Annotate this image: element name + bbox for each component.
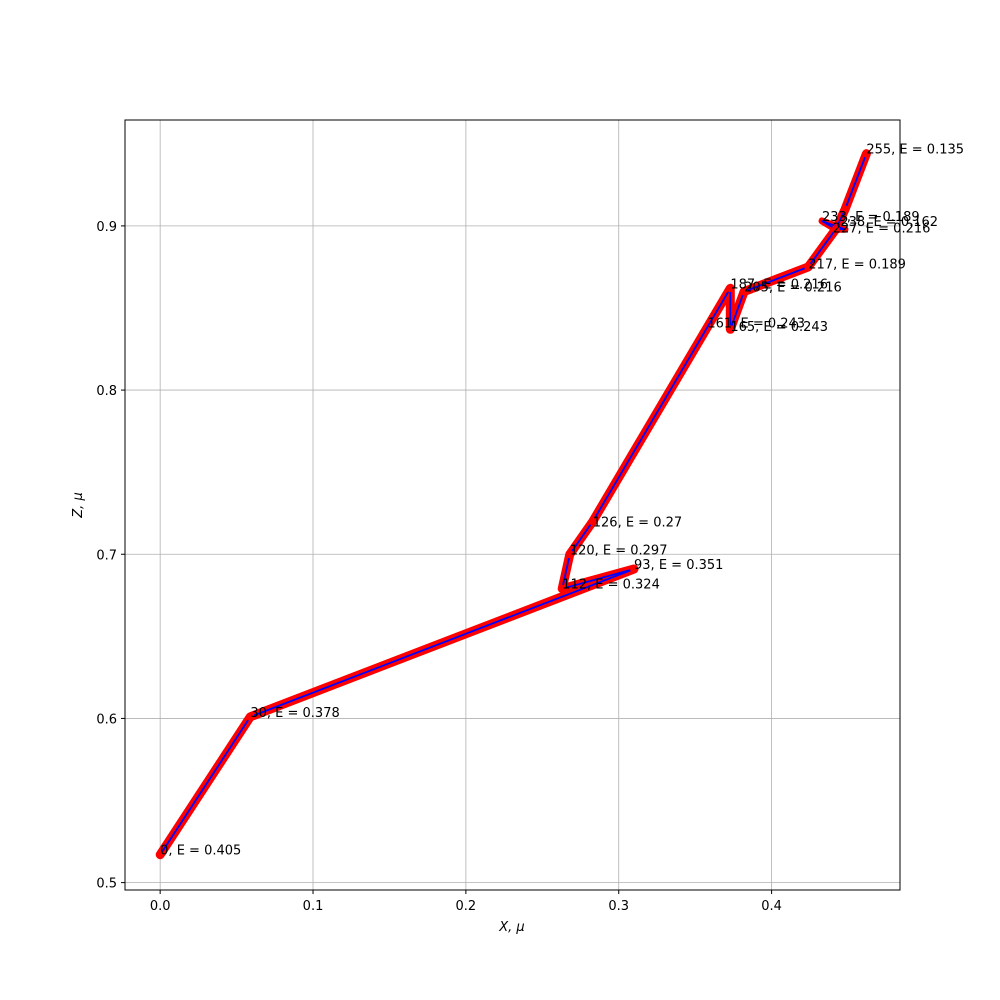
point-annotation: 161, E = 0.243 xyxy=(707,317,805,332)
y-tick-label: 0.6 xyxy=(96,712,117,727)
trajectory-point xyxy=(726,284,735,293)
point-annotation: 165, E = 0.243 xyxy=(730,320,828,335)
trajectory-point xyxy=(565,550,574,559)
trajectory-point xyxy=(156,850,165,859)
point-annotation: 30, E = 0.378 xyxy=(250,706,339,721)
trajectory-point xyxy=(740,287,749,296)
y-tick-label: 0.5 xyxy=(96,877,117,892)
trajectory-point xyxy=(831,225,840,234)
trajectory-point xyxy=(804,262,813,271)
trajectory-point xyxy=(726,325,735,334)
x-tick-label: 0.3 xyxy=(608,899,629,914)
trajectory-point xyxy=(246,712,255,721)
trajectory-series xyxy=(155,149,871,860)
trajectory-point xyxy=(840,205,849,214)
x-tick-label: 0.4 xyxy=(761,899,782,914)
y-tick-label: 0.9 xyxy=(96,220,117,235)
point-annotation: 255, E = 0.135 xyxy=(866,143,964,158)
y-tick-label: 0.7 xyxy=(96,548,117,563)
point-annotation: 187, E = 0.216 xyxy=(730,277,828,292)
point-annotation: 112, E = 0.324 xyxy=(562,578,660,593)
x-tick-label: 0.1 xyxy=(303,899,324,914)
plot-frame xyxy=(124,119,901,891)
trajectory-point xyxy=(588,517,597,526)
y-tick-label: 0.8 xyxy=(96,384,117,399)
x-tick-label: 0.2 xyxy=(456,899,477,914)
point-annotation: 233, E = 0.189 xyxy=(822,210,920,225)
point-annotation: 227, E = 0.216 xyxy=(833,221,931,236)
trajectory-point xyxy=(558,584,567,593)
point-annotation: 120, E = 0.297 xyxy=(570,543,668,558)
y-axis-label: Z, μ xyxy=(71,492,86,518)
point-annotation: 126, E = 0.27 xyxy=(593,515,682,530)
point-annotation: 217, E = 0.189 xyxy=(808,258,906,273)
trajectory-point xyxy=(862,149,871,158)
axis-ticks: 0.0 0.1 0.2 0.3 0.4 0.5 0.6 0.7 0.8 0.9 xyxy=(96,220,782,914)
point-annotation: 93, E = 0.351 xyxy=(634,558,723,573)
point-annotation: 205, E = 0.216 xyxy=(744,281,842,296)
trajectory-point xyxy=(630,565,639,574)
point-annotation: 238, E = 0.162 xyxy=(840,215,938,230)
point-annotation: 0, E = 0.405 xyxy=(160,844,241,859)
annotations: 0, E = 0.405 30, E = 0.378 93, E = 0.351 11… xyxy=(160,143,964,859)
x-axis-label: X, μ xyxy=(498,920,524,935)
x-tick-label: 0.0 xyxy=(150,899,171,914)
loop-line xyxy=(821,220,846,230)
